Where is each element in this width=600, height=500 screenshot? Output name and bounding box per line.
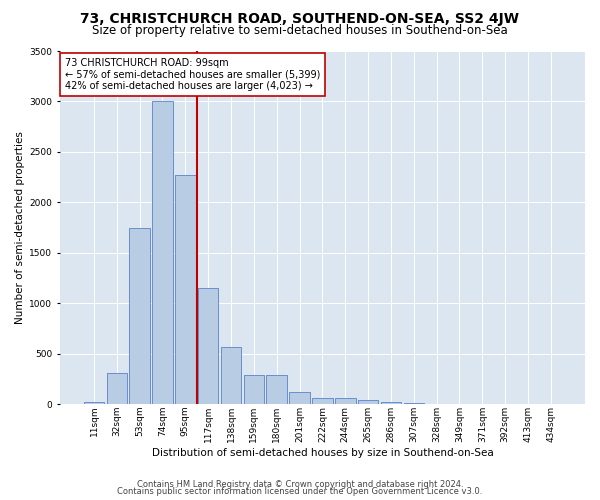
Bar	[266, 375, 287, 404]
Bar	[107, 373, 127, 404]
Bar	[289, 392, 310, 404]
Text: Contains public sector information licensed under the Open Government Licence v3: Contains public sector information licen…	[118, 487, 482, 496]
Bar	[130, 228, 150, 404]
Bar	[312, 398, 332, 404]
Bar	[221, 346, 241, 404]
Bar	[380, 402, 401, 404]
Text: Size of property relative to semi-detached houses in Southend-on-Sea: Size of property relative to semi-detach…	[92, 24, 508, 37]
Bar	[358, 400, 379, 404]
Bar	[175, 175, 196, 404]
Bar	[244, 375, 264, 404]
Bar	[152, 102, 173, 404]
Text: 73, CHRISTCHURCH ROAD, SOUTHEND-ON-SEA, SS2 4JW: 73, CHRISTCHURCH ROAD, SOUTHEND-ON-SEA, …	[80, 12, 520, 26]
Bar	[198, 288, 218, 404]
X-axis label: Distribution of semi-detached houses by size in Southend-on-Sea: Distribution of semi-detached houses by …	[152, 448, 493, 458]
Y-axis label: Number of semi-detached properties: Number of semi-detached properties	[15, 131, 25, 324]
Bar	[335, 398, 356, 404]
Text: 73 CHRISTCHURCH ROAD: 99sqm
← 57% of semi-detached houses are smaller (5,399)
42: 73 CHRISTCHURCH ROAD: 99sqm ← 57% of sem…	[65, 58, 320, 92]
Bar	[83, 402, 104, 404]
Text: Contains HM Land Registry data © Crown copyright and database right 2024.: Contains HM Land Registry data © Crown c…	[137, 480, 463, 489]
